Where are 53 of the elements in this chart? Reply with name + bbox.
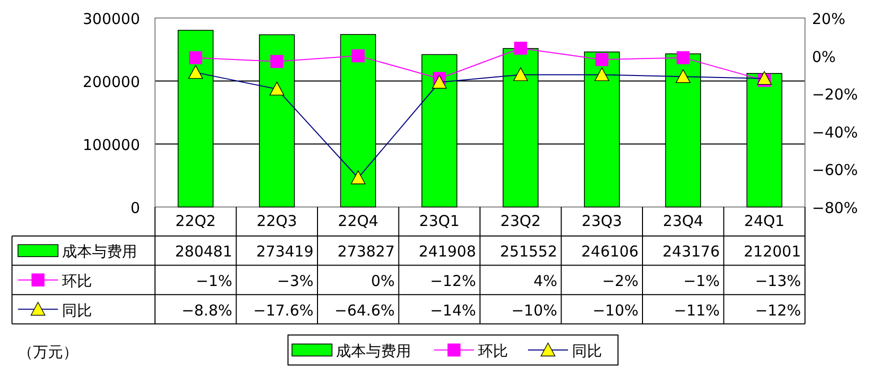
point: [270, 54, 284, 68]
legend: 成本与费用 环比 同比: [288, 334, 618, 366]
y2-tick-label: −20%: [812, 86, 858, 104]
data-label: −64.6%: [334, 301, 395, 320]
data-label: 4%: [533, 272, 558, 290]
point: [189, 51, 202, 64]
point: [352, 49, 365, 62]
data-label: 0%: [370, 272, 395, 290]
data-label: −17.6%: [253, 301, 314, 320]
point: [676, 51, 690, 64]
x-tick-label: 22Q3: [256, 212, 298, 230]
data-label: −12%: [755, 301, 801, 320]
y2-tick-label: −80%: [812, 199, 858, 217]
x-tick-label: 23Q1: [419, 212, 460, 230]
data-label: 280481: [174, 242, 232, 261]
y2-tick-label: 20%: [812, 10, 846, 28]
data-label: −10%: [511, 301, 558, 320]
data-label: 212001: [744, 242, 801, 261]
y-tick-label: 100000: [82, 136, 140, 154]
data-label: −14%: [430, 301, 476, 320]
point: [514, 42, 528, 55]
x-tick-label: 22Q2: [175, 212, 216, 230]
data-label: 273827: [337, 242, 395, 261]
y2-tick-label: 0%: [812, 48, 836, 66]
text: （万元）: [18, 343, 78, 361]
y-tick-label: 300000: [82, 10, 140, 28]
legend-label: 环比: [62, 272, 92, 290]
x-tick-label: 24Q1: [744, 212, 785, 230]
data-label: 243176: [662, 242, 720, 261]
data-label: 246106: [581, 242, 638, 261]
y-tick-label: 0: [130, 199, 140, 217]
data-label: −10%: [592, 301, 638, 320]
x-tick-label: 23Q2: [500, 212, 541, 230]
data-label: −11%: [674, 301, 720, 320]
y-tick-label: 200000: [82, 73, 140, 91]
data-label: −2%: [602, 272, 638, 290]
legend-label: 成本与费用: [62, 242, 137, 261]
data-label: −8.8%: [182, 301, 232, 320]
x-tick-label: 23Q4: [662, 212, 704, 230]
data-label: −3%: [277, 272, 314, 290]
y2-tick-label: −40%: [812, 123, 858, 142]
data-label: −13%: [755, 272, 801, 290]
data-label: −1%: [196, 272, 232, 290]
data-label: 273419: [256, 242, 314, 261]
legend-label: 同比: [62, 301, 92, 320]
data-label: −12%: [430, 272, 476, 290]
data-label: 251552: [500, 242, 558, 261]
y2-tick-label: −60%: [812, 161, 858, 180]
data-label: −1%: [683, 272, 720, 290]
point: [595, 53, 608, 66]
data-label: 241908: [418, 242, 476, 261]
x-tick-label: 22Q4: [338, 212, 378, 230]
x-tick-label: 23Q3: [582, 212, 622, 230]
